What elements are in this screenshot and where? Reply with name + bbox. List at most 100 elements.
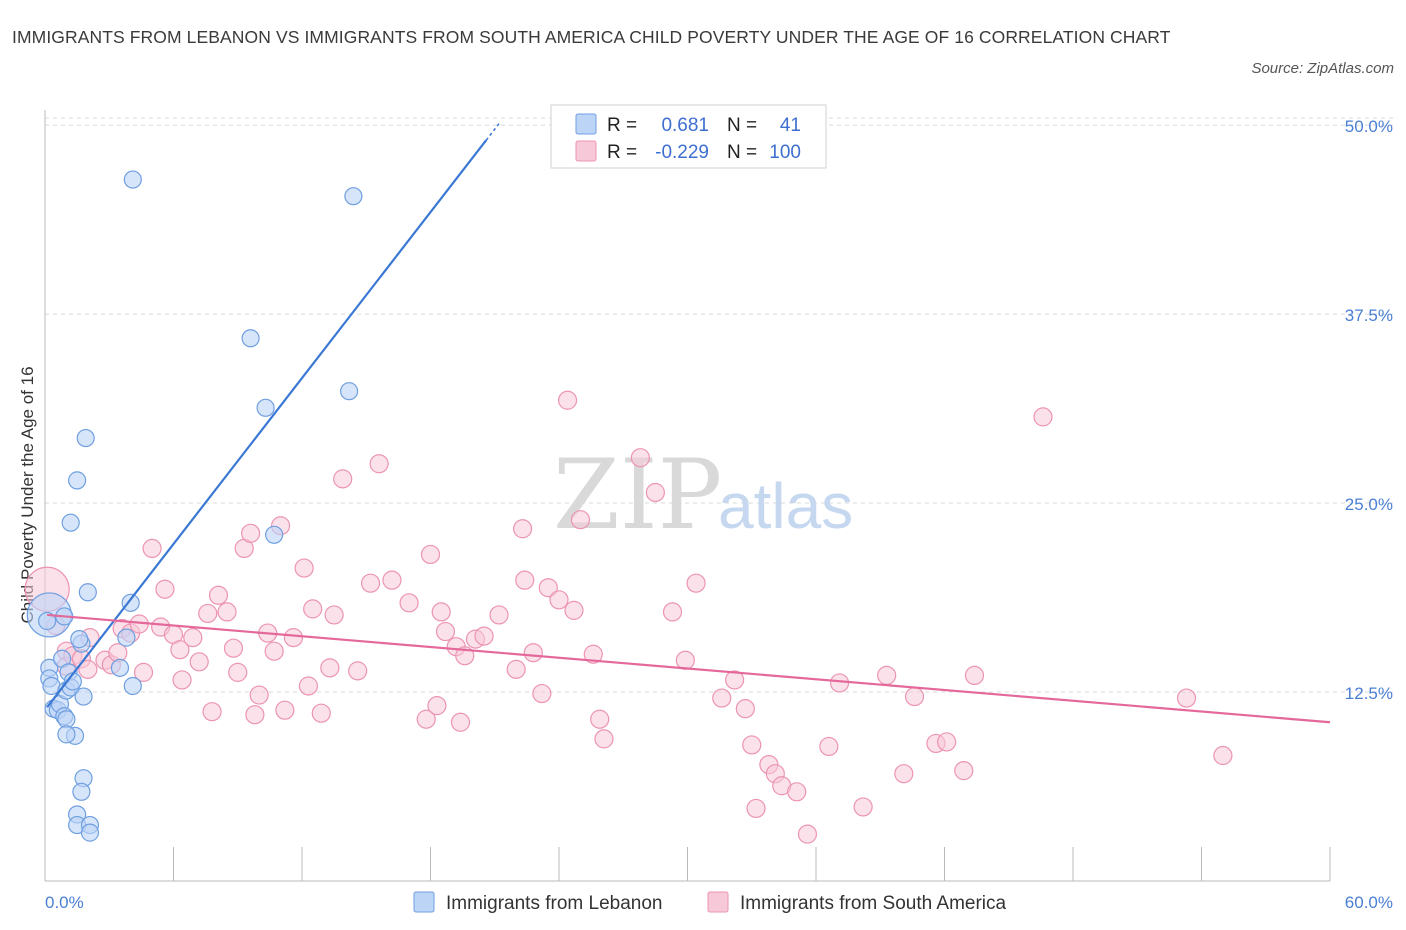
point-south-america — [420, 544, 441, 565]
bottom-legend-label-south-america: Immigrants from South America — [740, 893, 1007, 914]
correlation-legend: R = 0.681 N = 41 R = -0.229 N = 100 — [550, 104, 827, 169]
point-lebanon — [76, 428, 95, 448]
legend-box — [550, 104, 827, 169]
point-south-america — [746, 798, 766, 819]
y-tick-label-2: 37.5% — [1345, 306, 1393, 325]
y-tick-label-3: 50.0% — [1345, 117, 1393, 136]
point-south-america — [264, 641, 284, 661]
bottom-legend-swatch-lebanon — [413, 891, 435, 913]
point-south-america — [360, 573, 381, 593]
chart-source: Source: ZipAtlas.com — [1251, 60, 1394, 77]
point-lebanon — [110, 658, 130, 677]
point-south-america — [202, 702, 222, 722]
y-tick-labels: 12.5% 25.0% 37.5% 50.0% — [1345, 117, 1393, 703]
point-south-america — [877, 665, 897, 686]
point-lebanon — [78, 583, 97, 602]
series-south-america-points — [24, 390, 1233, 844]
legend-n-label-lebanon: N = — [727, 115, 757, 136]
point-south-america — [1033, 407, 1053, 427]
point-south-america — [512, 519, 533, 539]
point-lebanon — [117, 628, 136, 647]
point-south-america — [515, 570, 535, 590]
point-south-america — [725, 670, 745, 690]
point-south-america — [172, 670, 192, 690]
point-south-america — [686, 573, 706, 593]
point-south-america — [450, 712, 471, 732]
point-south-america — [228, 662, 248, 682]
point-south-america — [645, 482, 665, 503]
point-south-america — [142, 538, 162, 559]
series-lebanon-points — [26, 170, 363, 842]
point-south-america — [964, 665, 985, 686]
trend-line-lebanon-extension — [485, 123, 500, 141]
point-south-america — [298, 676, 319, 696]
y-tick-label-0: 12.5% — [1345, 684, 1393, 703]
legend-r-label-lebanon: R = — [607, 115, 637, 136]
point-south-america — [712, 688, 732, 708]
point-south-america — [937, 732, 957, 752]
point-south-america — [735, 699, 755, 719]
legend-r-value-south-america: -0.229 — [655, 142, 709, 163]
point-south-america — [369, 454, 389, 474]
y-axis-label: Child Poverty Under the Age of 16 — [18, 366, 37, 623]
point-lebanon — [42, 676, 61, 696]
point-south-america — [223, 638, 244, 658]
point-south-america — [416, 709, 436, 729]
point-lebanon — [38, 611, 57, 631]
point-south-america — [208, 585, 229, 605]
point-south-america — [590, 709, 610, 729]
point-south-america — [894, 764, 914, 784]
point-lebanon — [256, 398, 275, 417]
point-lebanon — [344, 187, 363, 206]
point-south-america — [249, 685, 269, 705]
legend-n-label-south-america: N = — [727, 142, 757, 163]
point-lebanon — [72, 782, 91, 801]
legend-r-label-south-america: R = — [607, 142, 637, 163]
point-south-america — [311, 703, 331, 723]
point-south-america — [320, 658, 340, 678]
point-south-america — [189, 652, 209, 672]
x-tick-marks — [44, 847, 1331, 881]
point-south-america — [245, 705, 265, 725]
legend-n-value-lebanon: 41 — [780, 115, 801, 136]
point-south-america — [241, 523, 261, 543]
point-south-america — [170, 640, 190, 660]
grid-lines — [45, 117, 1393, 693]
series-legend: Immigrants from Lebanon Immigrants from … — [413, 891, 1007, 914]
point-south-america — [435, 621, 456, 642]
trend-line-lebanon — [46, 139, 488, 708]
point-south-america — [399, 593, 419, 613]
point-south-america — [570, 510, 591, 530]
point-south-america — [324, 605, 344, 625]
point-south-america — [133, 662, 154, 682]
point-south-america — [275, 700, 295, 720]
bottom-legend-swatch-south-america — [707, 891, 729, 913]
watermark-atlas: atlas — [718, 470, 853, 542]
point-south-america — [662, 602, 683, 622]
point-south-america — [382, 570, 402, 590]
point-south-america — [787, 782, 807, 802]
point-lebanon — [70, 630, 89, 649]
point-south-america — [557, 390, 578, 410]
point-south-america — [78, 659, 98, 679]
point-lebanon — [68, 471, 87, 490]
trend-line-south-america — [47, 613, 1331, 724]
point-south-america — [294, 558, 314, 578]
bottom-legend-label-lebanon: Immigrants from Lebanon — [446, 893, 663, 914]
point-south-america — [333, 469, 353, 489]
point-lebanon — [340, 382, 359, 401]
point-south-america — [506, 659, 526, 679]
point-lebanon — [80, 823, 100, 842]
point-lebanon — [123, 676, 142, 696]
x-tick-label-max: 60.0% — [1345, 893, 1393, 912]
point-lebanon — [57, 710, 76, 729]
point-south-america — [819, 736, 839, 757]
point-lebanon — [265, 525, 284, 544]
point-south-america — [1176, 688, 1197, 708]
point-lebanon — [241, 329, 260, 348]
point-south-america — [217, 602, 237, 622]
legend-n-value-south-america: 100 — [769, 142, 801, 163]
y-tick-label-1: 25.0% — [1345, 495, 1393, 514]
legend-r-value-lebanon: 0.681 — [661, 115, 709, 136]
